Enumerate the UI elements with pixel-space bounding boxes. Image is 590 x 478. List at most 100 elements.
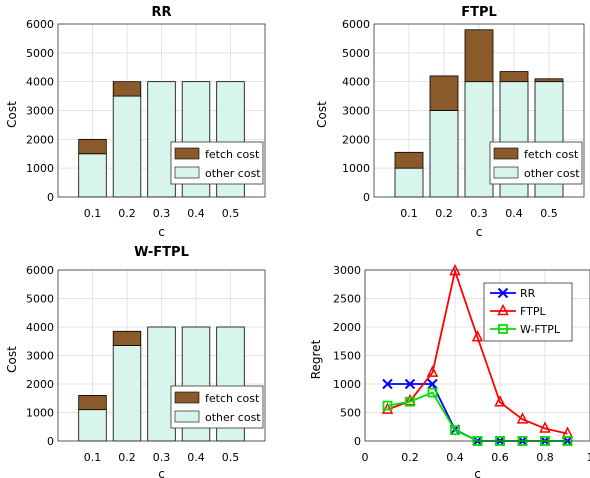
y-tick-label: 2000 — [333, 321, 361, 334]
x-tick-label: 0 — [362, 451, 369, 464]
y-tick-label: 3000 — [342, 105, 370, 118]
x-tick-label: 0.1 — [84, 451, 102, 464]
bar-other-cost-0.2 — [429, 110, 459, 198]
legend-label: other cost — [205, 411, 261, 424]
x-tick-label: 0.8 — [536, 451, 554, 464]
x-tick-label: 0.4 — [446, 451, 464, 464]
legend-label: RR — [520, 287, 536, 300]
x-tick-label: 0.2 — [118, 207, 136, 220]
y-axis-label: Regret — [309, 339, 323, 379]
legend-swatch-fetch-cost — [174, 147, 200, 160]
x-tick-label: 0.2 — [401, 451, 419, 464]
x-axis-label: c — [474, 467, 481, 478]
y-tick-label: 500 — [340, 407, 361, 420]
y-tick-label: 5000 — [342, 47, 370, 60]
legend-label: other cost — [524, 167, 580, 180]
y-tick-label: 1000 — [342, 162, 370, 175]
y-tick-label: 3000 — [26, 105, 54, 118]
x-tick-label: 0.5 — [540, 207, 558, 220]
panel-3: 0 1000 2000 3000 4000 5000 6000 0.1 0.2 0.3 0.4 0.5… — [5, 245, 266, 478]
point-FTPL-0.8 — [539, 421, 551, 433]
legend-swatch-fetch-cost — [493, 147, 519, 160]
y-tick-label: 3000 — [26, 350, 54, 363]
x-tick-label: 0.5 — [222, 207, 240, 220]
point-FTPL-0.5 — [471, 330, 484, 342]
y-tick-label: 3000 — [333, 264, 361, 277]
x-tick-label: 0.4 — [187, 207, 205, 220]
bar-other-cost-0.3 — [464, 81, 494, 198]
y-tick-label: 4000 — [26, 321, 54, 334]
bar-fetch-cost-0.5 — [534, 78, 564, 83]
y-tick-label: 1500 — [333, 350, 361, 363]
y-axis-label: Cost — [315, 101, 329, 128]
y-tick-label: 0 — [363, 191, 370, 204]
y-tick-label: 4000 — [26, 76, 54, 89]
legend-swatch-other-cost — [493, 166, 519, 179]
point-W-FTPL-0.4 — [450, 425, 460, 436]
legend-swatch-other-cost — [174, 166, 200, 179]
legend-marker-FTPL — [497, 303, 509, 316]
legend-label: fetch cost — [524, 148, 579, 161]
point-RR-0.2 — [404, 378, 416, 390]
y-tick-label: 1000 — [333, 378, 361, 391]
bar-fetch-cost-0.4 — [499, 71, 529, 83]
chart-title: RR — [151, 5, 171, 20]
legend: fetch cost other cost — [170, 141, 264, 185]
legend-marker-W-FTPL — [498, 324, 508, 334]
y-tick-label: 0 — [354, 435, 361, 448]
panel-1: 0 1000 2000 3000 4000 5000 6000 0.1 0.2 0.3 0.4 0.5… — [5, 5, 266, 239]
y-tick-label: 2000 — [26, 133, 54, 146]
series-line-FTPL — [387, 267, 568, 435]
legend: RR FTPL W-FTPL — [483, 282, 573, 342]
y-axis-label: Cost — [5, 101, 19, 128]
y-tick-label: 4000 — [342, 76, 370, 89]
y-tick-label: 1000 — [26, 162, 54, 175]
axes-box — [373, 23, 585, 198]
y-tick-label: 2500 — [333, 293, 361, 306]
bar-fetch-cost-0.3 — [464, 29, 494, 83]
legend-label: W-FTPL — [520, 323, 561, 336]
bar-fetch-cost-0.2 — [429, 75, 459, 111]
y-tick-label: 1000 — [26, 407, 54, 420]
x-tick-label: 0.4 — [505, 207, 523, 220]
bar-fetch-cost-0.1 — [394, 151, 424, 169]
point-W-FTPL-0.2 — [405, 396, 415, 407]
axes-box — [57, 269, 266, 442]
point-W-FTPL-0.3 — [427, 387, 438, 398]
x-tick-label: 0.6 — [491, 451, 509, 464]
x-tick-label: 0.2 — [118, 451, 136, 464]
y-tick-label: 0 — [47, 435, 54, 448]
bar-other-cost-0.1 — [78, 409, 107, 442]
x-tick-label: 0.3 — [153, 451, 171, 464]
legend-label: other cost — [205, 167, 261, 180]
y-tick-label: 5000 — [26, 293, 54, 306]
point-FTPL-0.3 — [426, 365, 439, 377]
x-tick-label: 0.5 — [222, 451, 240, 464]
x-tick-label: 0.1 — [84, 207, 102, 220]
axes-box — [364, 269, 590, 442]
y-tick-label: 6000 — [26, 264, 54, 277]
y-tick-label: 5000 — [26, 47, 54, 60]
x-axis-label: c — [158, 225, 165, 239]
x-tick-label: 0.3 — [470, 207, 488, 220]
axes-box — [57, 23, 266, 198]
bar-other-cost-0.1 — [78, 153, 107, 198]
bar-other-cost-0.1 — [394, 167, 424, 198]
x-tick-label: 0.2 — [435, 207, 453, 220]
legend-label: FTPL — [520, 305, 546, 318]
bar-fetch-cost-0.2 — [112, 330, 142, 346]
x-tick-label: 0.4 — [187, 451, 205, 464]
legend-swatch-fetch-cost — [174, 391, 200, 404]
y-tick-label: 6000 — [26, 18, 54, 31]
bar-fetch-cost-0.1 — [78, 138, 107, 155]
legend-label: fetch cost — [205, 392, 260, 405]
legend: fetch cost other cost — [489, 141, 583, 185]
y-tick-label: 2000 — [342, 133, 370, 146]
point-FTPL-0.1 — [381, 402, 394, 414]
legend: fetch cost other cost — [170, 385, 264, 429]
y-tick-label: 0 — [47, 191, 54, 204]
bar-other-cost-0.2 — [112, 345, 142, 442]
point-W-FTPL-0.1 — [382, 400, 393, 411]
bar-other-cost-0.2 — [112, 95, 142, 198]
